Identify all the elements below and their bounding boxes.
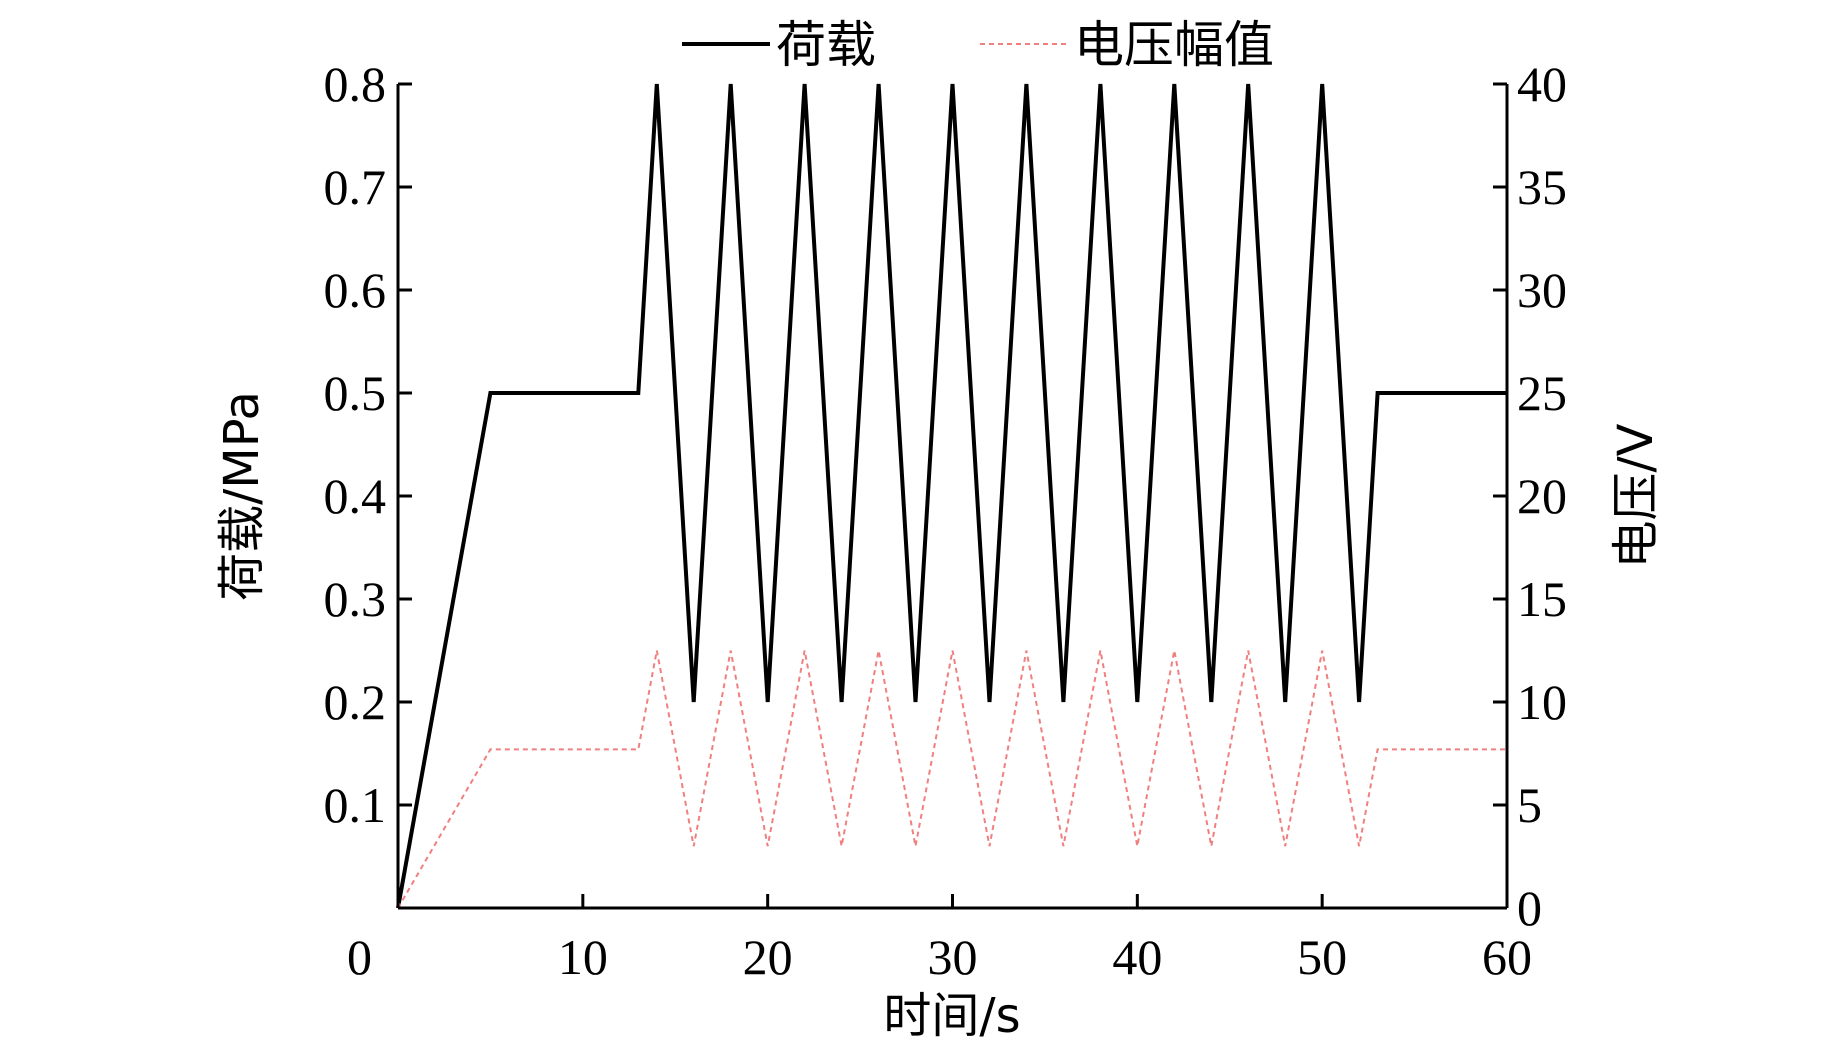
x-tick-label: 40 <box>1112 929 1162 985</box>
x-tick-label: 0 <box>347 929 372 985</box>
y-right-tick-label: 20 <box>1517 468 1567 524</box>
y-left-tick-label: 0.8 <box>324 56 387 112</box>
y-right-tick-label: 5 <box>1517 777 1542 833</box>
legend-label-load: 荷载 <box>776 16 876 74</box>
y-left-tick-label: 0.4 <box>324 468 387 524</box>
series-line-1 <box>397 650 1507 909</box>
legend: 荷载 电压幅值 <box>682 16 1274 74</box>
y-left-tick-label: 0.1 <box>324 777 387 833</box>
x-tick-label: 10 <box>558 929 608 985</box>
series-line-0 <box>396 83 1507 909</box>
axes-layer <box>396 84 1509 910</box>
y-right-tick-label: 15 <box>1517 571 1567 627</box>
y-left-tick-label: 0.7 <box>324 159 387 215</box>
y-left-tick-label: 0.6 <box>324 262 387 318</box>
y-left-tick-label: 0.5 <box>324 365 387 421</box>
y-right-tick-label: 25 <box>1517 365 1567 421</box>
y-right-tick-label: 0 <box>1517 880 1542 936</box>
x-tick-label: 60 <box>1482 929 1532 985</box>
x-tick-label: 20 <box>743 929 793 985</box>
y-right-axis-title: 电压/V <box>1608 423 1664 568</box>
labels-layer: 时间/s 荷载/MPa 电压/V <box>214 391 1664 1043</box>
series-layer <box>396 83 1507 909</box>
y-left-tick-label: 0.2 <box>324 674 387 730</box>
x-tick-label: 30 <box>928 929 978 985</box>
y-left-axis-title: 荷载/MPa <box>214 391 270 601</box>
y-right-tick-label: 40 <box>1517 56 1567 112</box>
y-right-tick-label: 30 <box>1517 262 1567 318</box>
y-right-tick-label: 35 <box>1517 159 1567 215</box>
y-left-tick-label: 0.3 <box>324 571 387 627</box>
x-tick-label: 50 <box>1297 929 1347 985</box>
y-right-tick-label: 10 <box>1517 674 1567 730</box>
x-axis-title: 时间/s <box>883 988 1020 1043</box>
legend-label-voltage: 电压幅值 <box>1074 16 1274 74</box>
ticks-layer: 0 10 20 30 40 50 60 0.1 0.2 0.3 0.4 0.5 0.6 0.7 0.8 0 5 1… <box>324 56 1568 985</box>
